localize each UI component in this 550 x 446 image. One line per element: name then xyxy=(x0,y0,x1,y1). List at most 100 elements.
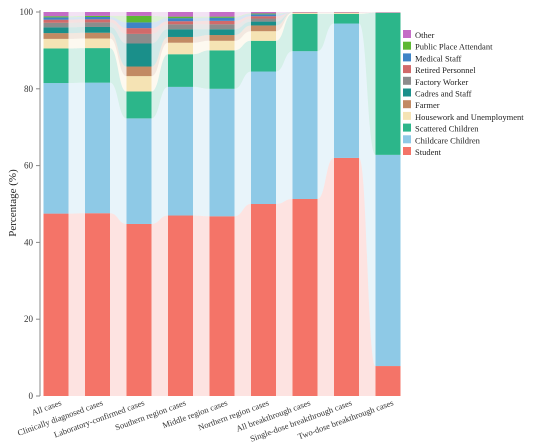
bar-segment xyxy=(251,14,276,17)
bar-segment xyxy=(375,366,401,396)
legend-swatch xyxy=(403,135,411,144)
bar-segment xyxy=(85,213,110,396)
bar-segment xyxy=(126,12,152,16)
bar-segment xyxy=(251,12,276,14)
bar-segment xyxy=(85,12,110,16)
bar-segment xyxy=(251,16,276,19)
bar-segment xyxy=(126,223,152,396)
y-axis-title: Percentage (%) xyxy=(7,169,19,237)
bar-segment xyxy=(251,25,276,32)
bar-segment xyxy=(334,23,359,158)
bar-segment xyxy=(209,216,235,396)
bar-segment xyxy=(292,13,318,52)
bar-segment xyxy=(251,204,276,396)
bar-segment xyxy=(209,20,235,25)
bar-segment xyxy=(126,118,152,224)
bar-stacks xyxy=(43,12,401,396)
bar-segment xyxy=(168,12,193,17)
bar-segment xyxy=(43,27,69,34)
flow-band-4 xyxy=(43,12,401,77)
bar-segment xyxy=(209,17,235,21)
legend-label: Cadres and Staff xyxy=(415,89,472,99)
bar-segment xyxy=(43,22,69,28)
bar-segment xyxy=(334,13,359,24)
bar-segment xyxy=(209,16,235,18)
legend-label: Scattered Children xyxy=(415,124,479,134)
bar-segment xyxy=(209,50,235,89)
bar-segment xyxy=(43,83,69,214)
bar-segment xyxy=(251,18,276,22)
bar-segment xyxy=(126,28,152,34)
flow-band-3 xyxy=(43,12,401,92)
bar-segment xyxy=(126,76,152,92)
bar-segment xyxy=(126,43,152,67)
bar-segment xyxy=(168,215,193,396)
bar-segment xyxy=(375,12,401,155)
legend-swatch xyxy=(403,30,411,38)
bar-segment xyxy=(168,42,193,55)
bar-segment xyxy=(43,17,69,20)
bar-segment xyxy=(43,38,69,49)
bar-segment xyxy=(85,15,110,17)
legend-label: Other xyxy=(415,30,435,40)
bar-segment xyxy=(168,36,193,43)
bar-segment xyxy=(168,29,193,37)
bar-segment xyxy=(126,33,152,44)
legend-label: Student xyxy=(415,147,442,157)
bar-segment xyxy=(168,18,193,22)
bar-segment xyxy=(43,19,69,23)
bar-segment xyxy=(209,35,235,41)
bar-segment xyxy=(85,38,110,49)
bar-segment xyxy=(85,26,110,33)
bar-segment xyxy=(334,157,359,396)
bar-segment xyxy=(43,16,69,18)
legend-label: Retired Personnel xyxy=(415,65,476,75)
y-tick-label: 0 xyxy=(29,391,34,401)
bar-segment xyxy=(126,15,152,23)
bar-segment xyxy=(168,16,193,19)
bar-segment xyxy=(209,40,235,51)
bar-segment xyxy=(43,12,69,17)
legend-label: Housework and Unemployment xyxy=(415,112,524,122)
bar-segment xyxy=(85,16,110,20)
bar-segment xyxy=(85,82,110,214)
bar-segment xyxy=(292,51,318,200)
legend-swatch xyxy=(403,53,411,62)
legend-swatch xyxy=(403,41,411,50)
bar-segment xyxy=(209,24,235,30)
bar-segment xyxy=(334,12,359,14)
legend-label: Medical Staff xyxy=(415,53,462,63)
bar-segment xyxy=(251,21,276,26)
y-axis: 0 20 40 60 80 100 xyxy=(20,7,41,401)
bar-segment xyxy=(251,13,276,15)
bar-segment xyxy=(251,31,276,41)
bar-segment xyxy=(292,12,318,14)
legend-swatch xyxy=(403,88,411,97)
bar-segment xyxy=(85,19,110,23)
bar-segment xyxy=(209,12,235,17)
bar-segment xyxy=(251,40,276,72)
bar-segment xyxy=(168,24,193,30)
bar-segment xyxy=(85,32,110,39)
bar-segment xyxy=(251,71,276,205)
bar-segment xyxy=(292,199,318,396)
legend-swatch xyxy=(403,100,411,109)
bar-segment xyxy=(43,33,69,39)
y-tick-label: 100 xyxy=(20,7,34,17)
legend-label: Factory Worker xyxy=(415,77,468,87)
bar-segment xyxy=(168,21,193,25)
y-tick-label: 80 xyxy=(24,84,34,94)
bar-segment xyxy=(209,88,235,217)
bar-segment xyxy=(168,86,193,216)
legend-swatch xyxy=(403,123,411,132)
legend-swatch xyxy=(403,65,411,74)
bar-segment xyxy=(43,213,69,396)
y-tick-label: 40 xyxy=(24,237,34,247)
bar-segment xyxy=(375,154,401,367)
legend-label: Farmer xyxy=(415,100,440,110)
y-tick-label: 20 xyxy=(24,314,34,324)
bar-segment xyxy=(85,48,110,83)
legend-swatch xyxy=(403,147,411,155)
